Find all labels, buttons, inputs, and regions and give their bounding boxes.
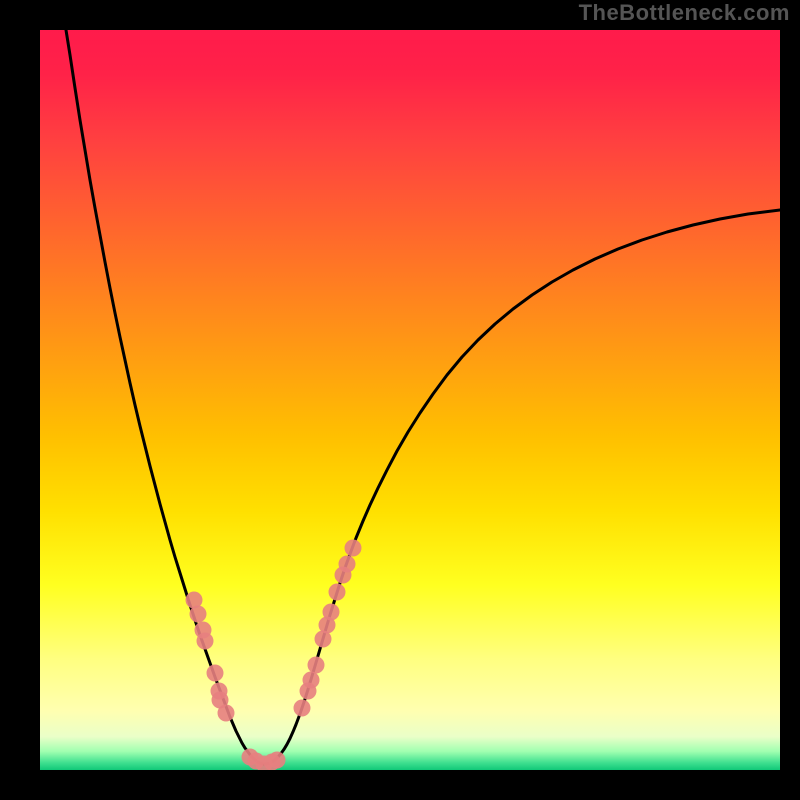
data-marker — [303, 672, 320, 689]
bottleneck-curve — [66, 30, 780, 764]
data-marker — [197, 633, 214, 650]
data-marker — [294, 700, 311, 717]
curve-layer — [40, 30, 780, 770]
data-marker — [329, 584, 346, 601]
data-marker — [323, 604, 340, 621]
watermark-text: TheBottleneck.com — [579, 0, 790, 26]
data-marker — [269, 752, 286, 769]
plot-area — [40, 30, 780, 770]
chart-frame: TheBottleneck.com — [0, 0, 800, 800]
data-marker — [339, 556, 356, 573]
data-marker — [218, 705, 235, 722]
data-marker — [207, 665, 224, 682]
data-marker — [345, 540, 362, 557]
data-marker — [190, 606, 207, 623]
data-marker — [308, 657, 325, 674]
